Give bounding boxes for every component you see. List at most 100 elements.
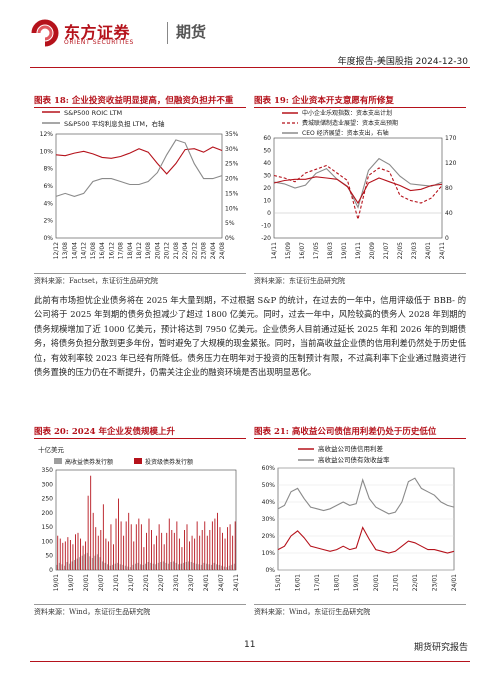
- fig20-bar-ig-20: [107, 541, 109, 570]
- fig20-bar-ig-48: [178, 538, 180, 570]
- fig20-bar-hy-5: [69, 563, 70, 570]
- fig20-y-tick-5: 250: [42, 496, 54, 503]
- fig18-left-tick-1: 2%: [43, 218, 53, 225]
- fig18-left-tick-2: 4%: [43, 200, 53, 207]
- fig18-title: 图表 18: 企业投资收益明显提高，但融资负担并不重: [34, 96, 234, 106]
- fig20-bar-ig-5: [69, 540, 71, 570]
- fig21-series-yield: [277, 477, 455, 515]
- fig20-bar-ig-2: [62, 542, 64, 570]
- fig20-bar-ig-24: [118, 498, 119, 570]
- fig20-bar-ig-29: [130, 524, 132, 570]
- fig19-legend-2: 费城联储制造业展望：资本支出预期: [302, 119, 398, 127]
- fig19-plot-frame: [273, 137, 443, 239]
- fig20-bar-ig-44: [168, 518, 170, 570]
- fig19-title: 图表 19: 企业资本开支意愿有所修复: [254, 96, 394, 106]
- fig20-bar-ig-8: [77, 532, 79, 570]
- fig19-left-tick-3: 10: [263, 198, 271, 205]
- fig20-unit: 十亿美元: [38, 445, 65, 454]
- fig20-bar-ig-17: [100, 530, 102, 570]
- fig20-bar-hy-41: [160, 562, 162, 570]
- fig18-legend-2: S&P500 平均利息负担 LTM，右轴: [64, 119, 165, 128]
- fig20-bar-hy-61: [211, 564, 212, 570]
- fig19-x-tick-0: 14/11: [271, 242, 278, 259]
- fig20-bar-hy-22: [112, 564, 114, 570]
- fig21-x-tick-6: 21/01: [392, 574, 399, 591]
- fig19-series-philly: [273, 164, 443, 220]
- fig20-bar-hy-9: [79, 557, 81, 570]
- fig20-bar-ig-59: [206, 535, 208, 570]
- fig20-x-tick-5: 21/07: [128, 574, 135, 591]
- fig21-y-tick-1: 10%: [262, 550, 276, 557]
- fig18-right-tick-2: 10%: [225, 205, 239, 212]
- fig21-x-tick-3: 18/01: [334, 574, 341, 591]
- fig20-bar-ig-47: [176, 521, 178, 570]
- fig20-y-tick-2: 100: [42, 538, 54, 545]
- fig20-bar-hy-69: [231, 564, 233, 570]
- fig20-bar-ig-23: [115, 518, 117, 570]
- fig19-x-tick-10: 23/03: [411, 242, 418, 259]
- fig20-bar-hy-14: [91, 558, 93, 570]
- fig20-bar-ig-55: [196, 521, 198, 570]
- fig20-bar-ig-56: [199, 535, 201, 570]
- fig19-left-tick-4: 20: [263, 185, 271, 192]
- fig20-x-tick-12: 24/11: [233, 574, 240, 591]
- fig20-bar-hy-24: [117, 562, 119, 570]
- fig20-y-tick-4: 200: [42, 510, 54, 517]
- fig20-bar-hy-66: [223, 566, 225, 570]
- fig20-bar-ig-32: [138, 518, 140, 570]
- fig20-x-tick-7: 22/07: [158, 574, 165, 591]
- fig18-x-tick-16: 23/08: [201, 242, 208, 259]
- fig20-bar-hy-38: [152, 563, 154, 570]
- fig20-bar-hy-42: [162, 561, 164, 570]
- fig21-title: 图表 21: 高收益公司债信用利差仍处于历史低位: [254, 427, 437, 437]
- fig21-x-tick-2: 17/01: [314, 574, 321, 591]
- fig20-bar-hy-6: [71, 561, 73, 570]
- fig21-legend-2: 高收益公司债有效收益率: [318, 455, 390, 464]
- fig19-source-rule: [254, 273, 466, 274]
- fig21-x-tick-1: 16/01: [295, 574, 302, 591]
- fig20-bar-ig-35: [146, 532, 147, 570]
- fig20-bar-hy-27: [124, 565, 126, 570]
- fig20-bar-hy-31: [134, 563, 136, 570]
- fig21-y-tick-4: 40%: [262, 499, 276, 506]
- fig20-bar-hy-4: [66, 562, 68, 570]
- fig20-x-tick-3: 20/07: [98, 574, 105, 591]
- fig19-right-tick-4: 170: [445, 135, 457, 142]
- fig20-bar-hy-59: [205, 563, 207, 570]
- fig20-y-tick-3: 150: [42, 524, 54, 531]
- fig18-x-tick-10: 19/08: [145, 242, 152, 259]
- fig20-bar-hy-10: [81, 555, 83, 570]
- fig20-bar-ig-45: [171, 530, 173, 570]
- fig20-bar-ig-34: [143, 547, 145, 570]
- fig20-x-tick-10: 24/01: [203, 574, 210, 591]
- fig18-series-interest: [55, 139, 223, 197]
- fig20-bar-hy-57: [200, 564, 202, 570]
- fig18-right-tick-7: 35%: [225, 131, 239, 138]
- fig19-right-tick-0: 0: [445, 235, 449, 242]
- fig18-x-tick-5: 16/04: [99, 242, 106, 259]
- body-paragraph: 此前有市场担忧企业债务将在 2025 年大量到期，不过根据 S&P 的统计，在过…: [34, 295, 466, 378]
- fig19-x-tick-11: 24/01: [425, 242, 432, 259]
- fig19-chart: 中小企业乐观指数：资本支出计划 费城联储制造业展望：资本支出预期 CEO 经济展…: [261, 109, 457, 259]
- fig20-bar-hy-30: [132, 564, 134, 570]
- fig20-bar-ig-38: [153, 544, 155, 570]
- fig20-bar-ig-12: [87, 495, 89, 570]
- fig19-left-tick-8: 60: [263, 135, 271, 142]
- fig20-bar-ig-4: [67, 537, 69, 570]
- fig20-bar-ig-63: [216, 512, 218, 570]
- fig20-bar-hy-62: [213, 562, 215, 570]
- fig20-bar-ig-18: [102, 504, 104, 570]
- fig21-source-rule: [254, 604, 466, 605]
- fig20-bar-ig-15: [95, 527, 97, 570]
- fig18-right-tick-4: 20%: [225, 176, 239, 183]
- fig18-legend-1: S&P500 ROIC LTM: [64, 109, 122, 117]
- fig20-bar-hy-13: [89, 556, 91, 570]
- fig20-bar-ig-36: [148, 518, 150, 570]
- fig20-bar-hy-7: [74, 560, 76, 570]
- fig19-x-tick-2: 16/07: [299, 242, 306, 259]
- fig20-bar-hy-2: [61, 564, 63, 570]
- fig20-bar-ig-69: [232, 535, 234, 570]
- fig20-bar-ig-25: [120, 521, 122, 570]
- fig18-x-tick-2: 14/04: [71, 242, 78, 259]
- fig20-bar-hy-64: [218, 564, 220, 570]
